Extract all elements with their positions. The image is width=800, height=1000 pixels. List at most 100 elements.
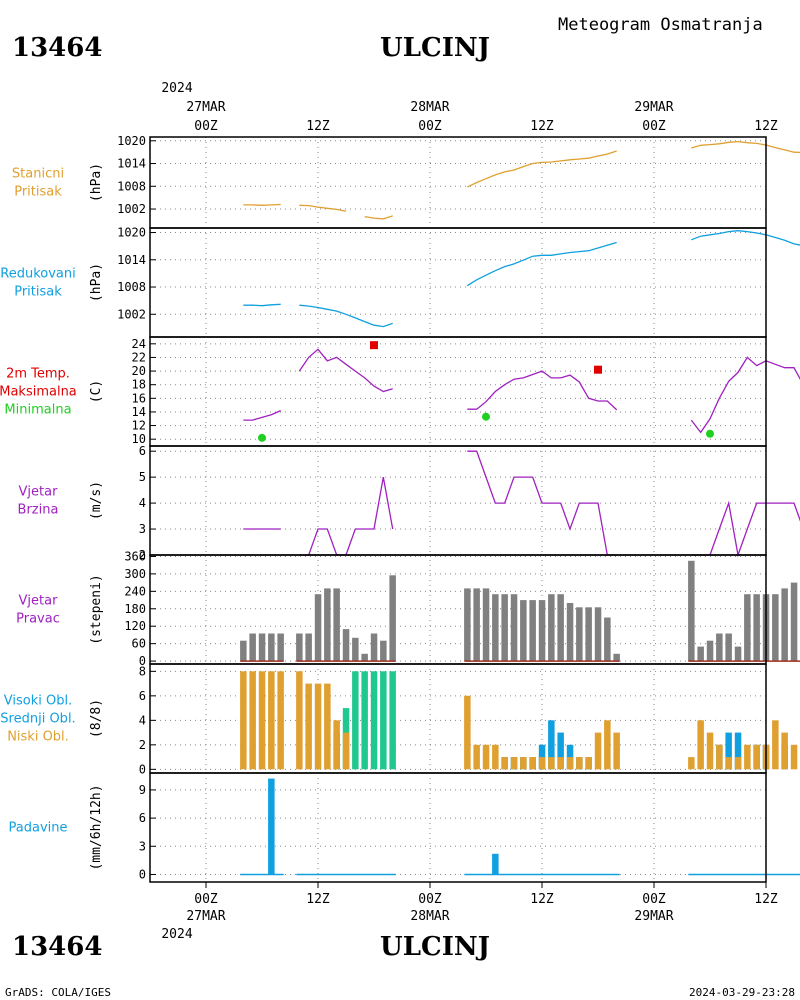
bar [510,594,518,662]
bar [716,744,723,770]
station-name-top: ULCINJ [380,33,490,63]
bar [697,720,704,770]
y-tick-label: 120 [124,619,146,633]
bar [548,720,555,770]
y-tick-label: 14 [132,405,146,419]
time-tick-label-top: 00Z [194,119,218,134]
time-axis-bottom: 00Z 27MAR 12Z 00Z 28MAR 12Z 00Z 29MAR 12Z [186,882,778,924]
y-tick-label: 4 [139,496,146,510]
time-tick-label-top: 12Z [306,119,330,134]
y-tick-label: 8 [139,664,146,678]
bar [389,575,396,661]
bar [333,720,340,770]
date-label-top: 28MAR [410,100,449,115]
panel-title-line: Pravac [16,612,60,627]
y-tick-label: 1008 [117,179,146,193]
bar [772,720,779,770]
bar [566,603,574,662]
bar [781,732,788,770]
y-tick-label: 0 [139,867,146,881]
panel-title-line: Visoki Obl. [4,694,72,709]
panel-title-line: Minimalna [4,403,71,418]
bar [501,757,508,770]
bar [277,633,284,662]
bar [258,671,266,770]
date-label-bottom: 29MAR [634,909,673,924]
bar [538,757,546,770]
bar [790,744,798,770]
max-temp-marker [594,365,602,374]
panel-frame [149,772,767,883]
panel-title-line: Vjetar [19,594,59,609]
y-axis-label: (8/8) [89,699,104,738]
bar [613,732,620,770]
bar [296,671,303,770]
bar [772,594,779,662]
bar [249,671,256,770]
panel-title-line: 2m Temp. [6,367,70,382]
bar [725,633,732,662]
time-axis-top: 00Z 27MAR 12Z 00Z 28MAR 12Z 00Z 29MAR 12Z [186,100,777,134]
bar [725,757,732,770]
series-line [364,215,393,220]
bar [352,637,359,662]
bar [473,588,480,662]
time-tick-label-top: 12Z [754,119,778,134]
bar [753,744,760,770]
panel-frame [149,445,767,556]
bar [240,671,247,770]
panel-p1: 1002 1008 1014 1020 Stanicni Pritisak (hPa) [12,134,800,229]
bar [492,853,499,875]
footer-timestamp: 2024-03-29-23:28 [689,986,795,999]
bar [781,588,788,662]
bar [725,732,732,770]
bar [240,640,247,661]
y-tick-label: 0 [139,654,146,668]
bar [324,588,331,662]
panel-title-line: Pritisak [14,185,62,200]
series-line [467,450,617,556]
bar [557,594,564,662]
y-tick-label: 180 [124,602,146,616]
station-name-bottom: ULCINJ [380,932,490,962]
time-tick-label-top: 12Z [530,119,554,134]
min-temp-marker [706,429,714,438]
y-axis-label: (stepeni) [89,574,104,644]
y-tick-label: 16 [132,391,146,405]
bar [268,633,275,662]
y-tick-label: 1020 [117,134,146,148]
panel-title-line: Padavine [9,821,68,836]
panel-title-line: Redukovani [0,267,75,282]
series-line [690,356,800,434]
bar [361,653,368,662]
meteogram-subtitle: Meteogram Osmatranja [558,15,763,35]
bar [342,732,350,770]
y-tick-label: 6 [139,689,146,703]
panel-p6: 0 2 4 6 8 Visoki Obl. Srednji Obl. Niski Obl. (8… [0,663,798,776]
series-line [243,303,281,307]
station-id-top: 13464 [12,33,102,63]
y-tick-label: 1002 [117,202,146,216]
time-tick-label-bottom: 00Z [642,892,666,907]
bar [548,594,555,662]
year-label-bottom: 2024 [161,927,192,942]
bar [557,732,564,770]
bar [594,607,602,662]
bar [538,600,546,662]
date-label-top: 29MAR [634,100,673,115]
bar [538,744,546,770]
y-tick-label: 6 [139,811,146,825]
y-axis-label: (C) [89,380,104,403]
time-tick-label-bottom: 12Z [754,892,778,907]
date-label-bottom: 27MAR [186,909,225,924]
y-tick-label: 22 [132,350,146,364]
bar [706,640,714,661]
bar [268,671,275,770]
y-tick-label: 12 [132,419,146,433]
y-tick-label: 60 [132,637,146,651]
series-line [467,370,618,411]
bar [464,588,471,662]
y-tick-label: 1014 [117,253,146,267]
bar [314,683,322,770]
bar [557,757,564,770]
